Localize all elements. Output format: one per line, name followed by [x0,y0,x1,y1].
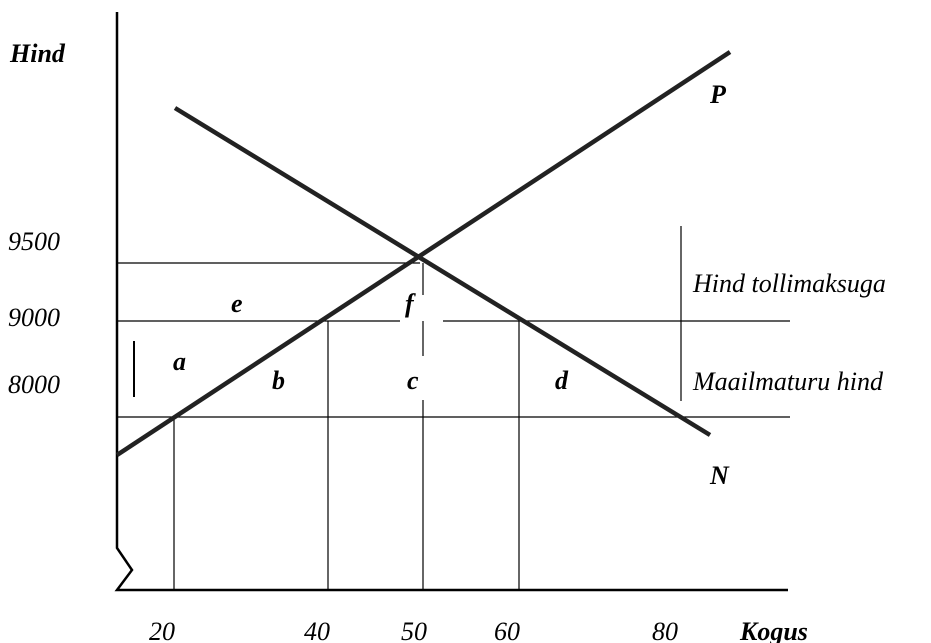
y-axis [114,12,788,592]
demand-curve [173,106,712,437]
area-label-d: d [555,366,569,395]
area-label-e: e [231,289,243,318]
area-label-f: f [405,289,416,318]
x-tick-label: 60 [494,617,520,643]
supply-curve [115,50,732,457]
tariff-price-label: Hind tollimaksuga [692,269,886,298]
supply-curve-label: P [709,80,727,109]
x-tick-label: 80 [652,617,678,643]
y-tick-label: 8000 [8,370,60,399]
demand-curve-label: N [709,461,730,490]
area-label-b: b [272,366,285,395]
x-tick-label: 40 [304,617,330,643]
y-tick-label: 9000 [8,303,60,332]
x-tick-label: 20 [149,617,175,643]
area-label-a: a [173,347,186,376]
x-tick-label: 50 [401,617,427,643]
y-tick-label: 9500 [8,227,60,256]
x-axis-label: Kogus [739,617,808,643]
y-axis-label: Hind [9,39,66,68]
area-label-c: c [407,366,419,395]
world-price-label: Maailmaturu hind [692,367,884,396]
